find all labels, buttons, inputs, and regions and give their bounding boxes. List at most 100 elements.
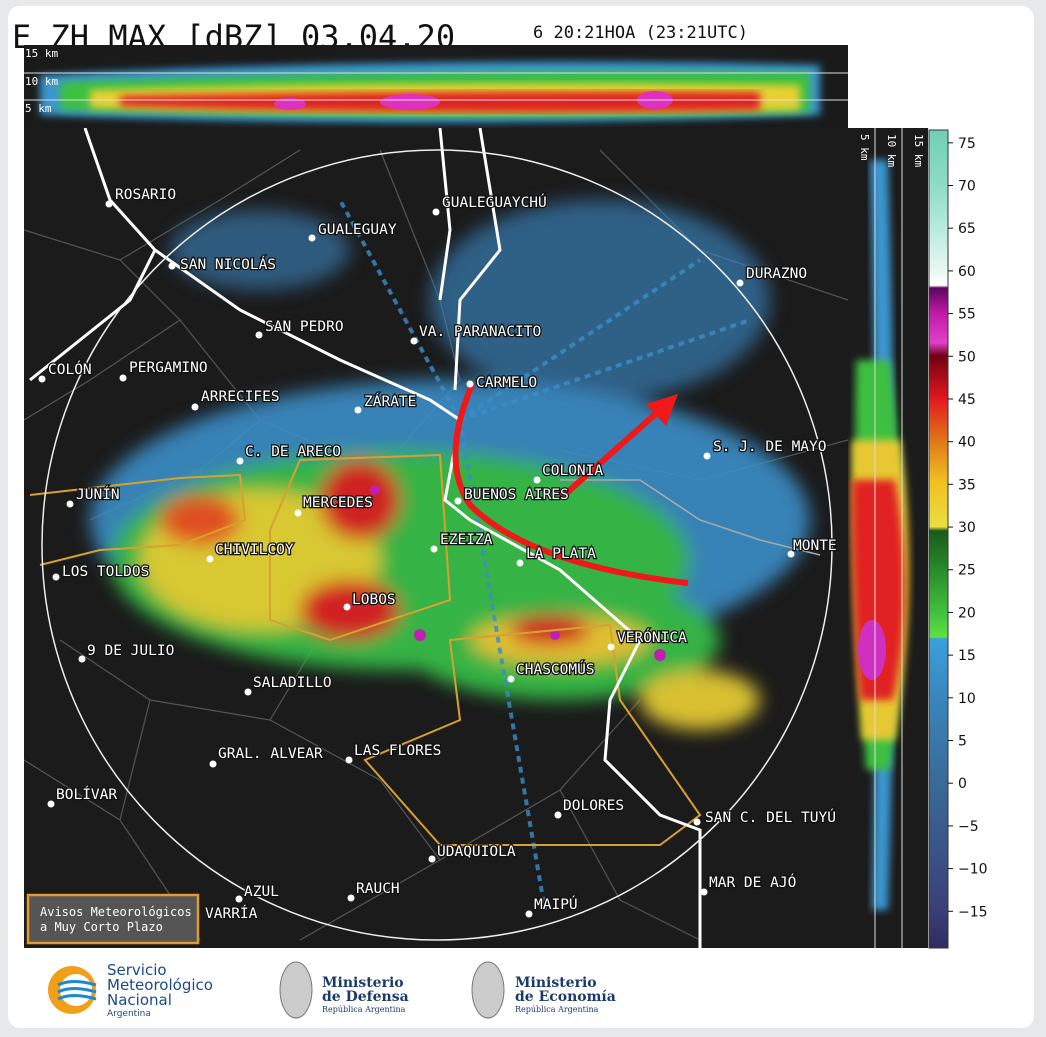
top-echo [40, 61, 820, 123]
ministry-country: República Argentina [322, 1005, 406, 1014]
place-label: ROSARIO [115, 187, 176, 203]
place-dot [343, 603, 351, 611]
colorbar-tick-label: 0 [958, 776, 967, 792]
colorbar-tick-label: 10 [958, 691, 976, 707]
place-label: SALADILLO [253, 675, 332, 691]
place-label: LA PLATA [526, 546, 596, 562]
agency-name: Nacional [107, 991, 172, 1009]
place-dot [47, 800, 55, 808]
place-dot [533, 476, 541, 484]
colorbar-tick-label: 15 [958, 648, 976, 664]
place-dot [119, 374, 127, 382]
motion-arrow [560, 407, 662, 500]
place-label: C. DE ARECO [245, 444, 341, 460]
place-label: BOLÍVAR [56, 786, 117, 803]
colorbar-tick-label: −10 [958, 862, 988, 878]
place-label: UDAQUIOLA [437, 844, 516, 860]
colorbar-tick-label: 5 [958, 734, 967, 750]
place-label: DOLORES [563, 798, 624, 814]
place-label: PERGAMINO [129, 360, 208, 376]
place-label: LAS FLORES [354, 743, 441, 759]
place-dot [209, 760, 217, 768]
place-label: COLÓN [48, 360, 92, 378]
map-layer: ROSARIO GUALEGUAYCHÚ GUALEGUAY SAN NICOLÁS D… [24, 128, 848, 948]
colorbar-tick-label: 20 [958, 605, 976, 621]
place-dot [236, 457, 244, 465]
height-label: 10 km [885, 134, 898, 167]
place-label: BUENOS AIRES [464, 487, 569, 503]
place-label: CHIVILCOY [215, 542, 294, 558]
ministry: de Economía [515, 989, 616, 1005]
colorbar-tick-label: 25 [958, 563, 976, 579]
colorbar-tick-label: 45 [958, 392, 976, 408]
place-dot [354, 406, 362, 414]
colorbar-tick-label: −15 [958, 904, 988, 920]
ministry: Ministerio [322, 975, 404, 991]
place-dot [703, 452, 711, 460]
colorbar-tick-label: 50 [958, 349, 976, 365]
height-label: 15 km [912, 134, 925, 167]
shield [471, 961, 505, 1019]
agency-name: Meteorológico [107, 976, 213, 994]
place-label: VERÓNICA [617, 628, 687, 646]
place-dot [206, 555, 214, 563]
place-dot [554, 811, 562, 819]
shield [279, 961, 313, 1019]
place-label: CARMELO [476, 375, 537, 391]
place-label: GUALEGUAY [318, 222, 397, 238]
colorbar-tick-label: 30 [958, 520, 976, 536]
place-dot [168, 262, 176, 270]
height-label: 5 km [25, 102, 52, 115]
place-dot [454, 497, 462, 505]
place-dot [736, 279, 744, 287]
place-dot [787, 550, 795, 558]
agency-name: Servicio [107, 961, 167, 979]
place-label: VARRÍA [205, 905, 258, 922]
place-dot [235, 895, 243, 903]
place-dot [507, 675, 515, 683]
place-label: MAIPÚ [534, 895, 578, 913]
place-dot [255, 331, 263, 339]
height-label: 5 km [858, 134, 871, 161]
ministry: de Defensa [322, 989, 409, 1005]
place-dot [66, 500, 74, 508]
side-echo [851, 160, 909, 910]
ministry: Ministerio [515, 975, 597, 991]
place-label: DURAZNO [746, 266, 807, 282]
colorbar [928, 129, 949, 949]
colorbar-tick-label: 40 [958, 435, 976, 451]
place-label: 9 DE JULIO [87, 643, 174, 659]
colorbar-tick-label: −5 [958, 819, 979, 835]
front-line [452, 383, 689, 586]
place-label: SAN C. DEL TUYÚ [705, 808, 836, 826]
place-label: GRAL. ALVEAR [218, 746, 323, 762]
height-label: 15 km [25, 47, 58, 60]
colorbar-tick-label: 65 [958, 221, 976, 237]
colorbar-tick-label: 75 [958, 136, 976, 152]
place-dot [191, 403, 199, 411]
place-dot [347, 894, 355, 902]
arrow-head [646, 394, 678, 426]
place-label: AZUL [244, 884, 279, 900]
place-label: JUNÍN [76, 486, 120, 503]
place-label: CHASCOMÚS [516, 660, 595, 678]
colorbar-tick-label: 70 [958, 179, 976, 195]
place-dot [78, 655, 86, 663]
timestamp: 6 20:21HOA (23:21UTC) [533, 23, 748, 43]
warning-legend [26, 893, 200, 945]
range-ring [41, 149, 833, 941]
place-label: COLONIA [542, 463, 603, 479]
place-label: RAUCH [356, 881, 400, 897]
place-dot [410, 337, 418, 345]
place-label: MERCEDES [303, 495, 373, 511]
legend-text: Avisos Meteorológicos [40, 905, 192, 919]
place-dot [700, 888, 708, 896]
place-label: VA. PARANACITO [419, 324, 541, 340]
ministry-country: República Argentina [515, 1005, 599, 1014]
place-dot [105, 200, 113, 208]
place-dot [294, 509, 302, 517]
place-label: MONTE [793, 538, 837, 554]
place-label: EZEIZA [440, 532, 493, 548]
place-dot [516, 559, 524, 567]
